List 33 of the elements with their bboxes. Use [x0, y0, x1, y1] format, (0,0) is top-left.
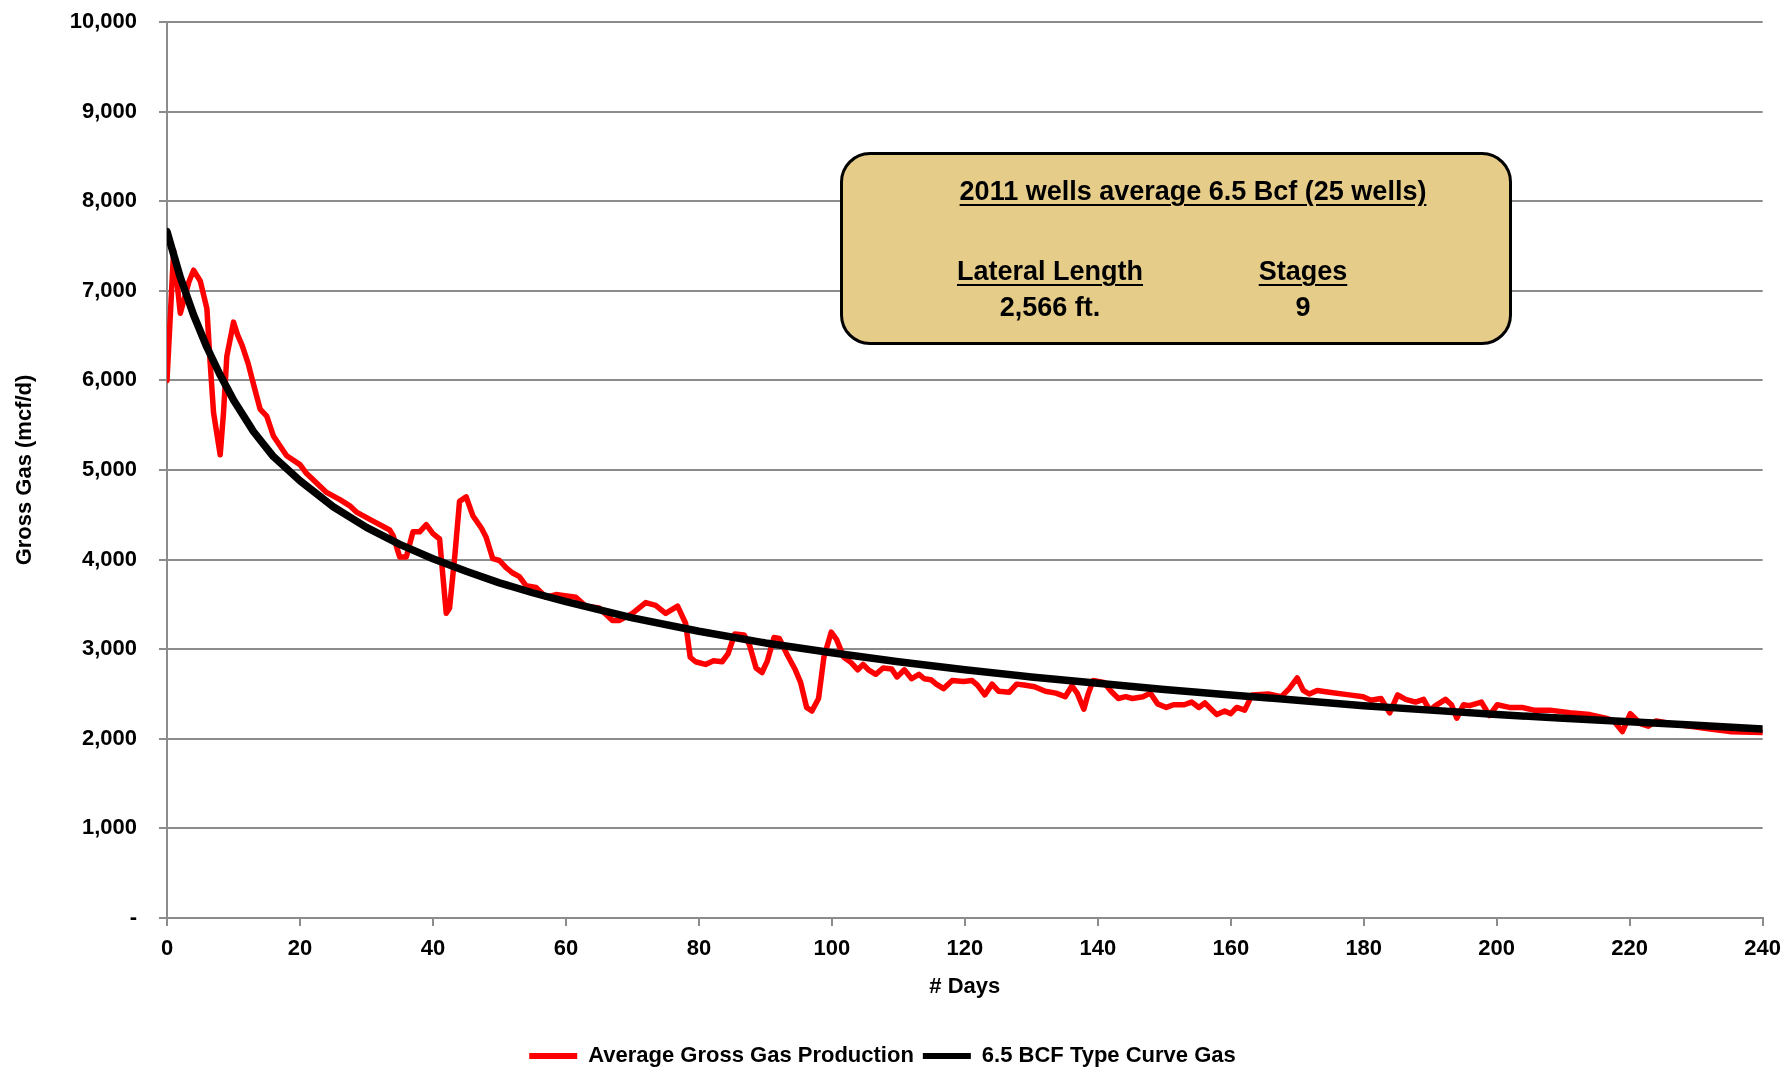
- annotation: 2,566 ft.: [999, 291, 1101, 323]
- y-axis-title: Gross Gas (mcf/d): [11, 374, 37, 566]
- y-tick-label: -: [129, 904, 137, 930]
- annotation: Stages: [1258, 255, 1348, 287]
- x-tick-label: 100: [813, 935, 851, 961]
- x-tick-label: 200: [1478, 935, 1516, 961]
- y-tick-label: 2,000: [81, 724, 137, 750]
- x-axis-title: # Days: [929, 972, 1001, 998]
- y-tick-label: 8,000: [81, 187, 137, 213]
- x-tick-label: 220: [1611, 935, 1649, 961]
- y-tick-label: 7,000: [81, 276, 137, 302]
- x-tick-label: 40: [420, 935, 446, 961]
- x-tick-label: 80: [686, 935, 712, 961]
- y-tick-label: 10,000: [69, 8, 137, 34]
- x-tick-label: 60: [553, 935, 579, 961]
- annotation: Lateral Length: [956, 255, 1144, 287]
- legend-label: Average Gross Gas Production: [588, 1042, 914, 1068]
- y-tick-label: 9,000: [81, 97, 137, 123]
- x-tick-label: 140: [1079, 935, 1117, 961]
- x-tick-label: 0: [160, 935, 174, 961]
- x-tick-label: 180: [1345, 935, 1383, 961]
- x-tick-label: 160: [1212, 935, 1250, 961]
- x-tick-label: 120: [946, 935, 984, 961]
- legend-label: 6.5 BCF Type Curve Gas: [981, 1042, 1236, 1068]
- x-tick-label: 240: [1744, 935, 1782, 961]
- y-tick-label: 1,000: [81, 814, 137, 840]
- y-tick-label: 5,000: [81, 456, 137, 482]
- y-tick-label: 4,000: [81, 545, 137, 571]
- x-tick-label: 20: [287, 935, 313, 961]
- y-tick-label: 3,000: [81, 635, 137, 661]
- y-tick-label: 6,000: [81, 366, 137, 392]
- annotation: 2011 wells average 6.5 Bcf (25 wells): [959, 175, 1427, 207]
- annotation: 9: [1295, 291, 1311, 323]
